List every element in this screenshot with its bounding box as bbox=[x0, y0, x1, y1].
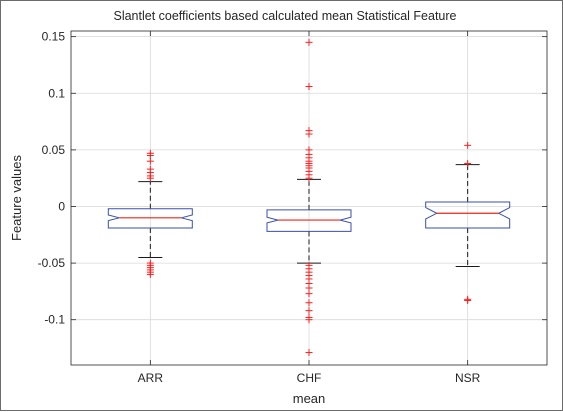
outlier-point bbox=[305, 174, 313, 182]
outlier-point bbox=[464, 296, 472, 304]
outlier-point bbox=[305, 307, 313, 315]
outlier-point bbox=[464, 159, 472, 167]
x-tick-label: NSR bbox=[455, 371, 481, 385]
y-tick-label: 0.15 bbox=[42, 30, 66, 44]
x-tick-label: ARR bbox=[138, 371, 164, 385]
outlier-point bbox=[305, 290, 313, 298]
outlier-point bbox=[305, 38, 313, 46]
outlier-point bbox=[146, 157, 154, 165]
boxes bbox=[107, 38, 511, 357]
outlier-point bbox=[146, 174, 154, 182]
y-tick-label: 0 bbox=[58, 199, 65, 213]
axis-ticks: 0.15 0.1 0.05 0 -0.05 -0.1 ARR CHF NSR bbox=[38, 30, 547, 385]
y-tick-label: 0.1 bbox=[48, 86, 65, 100]
outlier-point bbox=[305, 82, 313, 90]
x-axis-label: mean bbox=[293, 391, 326, 406]
outlier-point bbox=[305, 130, 313, 138]
notched-box bbox=[425, 201, 511, 229]
y-axis-label: Feature values bbox=[9, 155, 24, 241]
y-tick-label: -0.1 bbox=[44, 313, 65, 327]
notched-box bbox=[266, 209, 352, 232]
outlier-point bbox=[146, 270, 154, 278]
outlier-point bbox=[305, 349, 313, 357]
x-tick-label: CHF bbox=[297, 371, 322, 385]
y-tick-label: 0.05 bbox=[42, 143, 66, 157]
box-arr bbox=[107, 149, 193, 278]
box-nsr bbox=[425, 141, 511, 304]
notched-box bbox=[107, 208, 193, 229]
y-tick-label: -0.05 bbox=[38, 256, 66, 270]
outlier-point bbox=[305, 316, 313, 324]
chart-title: Slantlet coefficients based calculated m… bbox=[113, 9, 456, 23]
outlier-point bbox=[305, 299, 313, 307]
box-chf bbox=[266, 38, 352, 357]
outlier-point bbox=[464, 141, 472, 149]
